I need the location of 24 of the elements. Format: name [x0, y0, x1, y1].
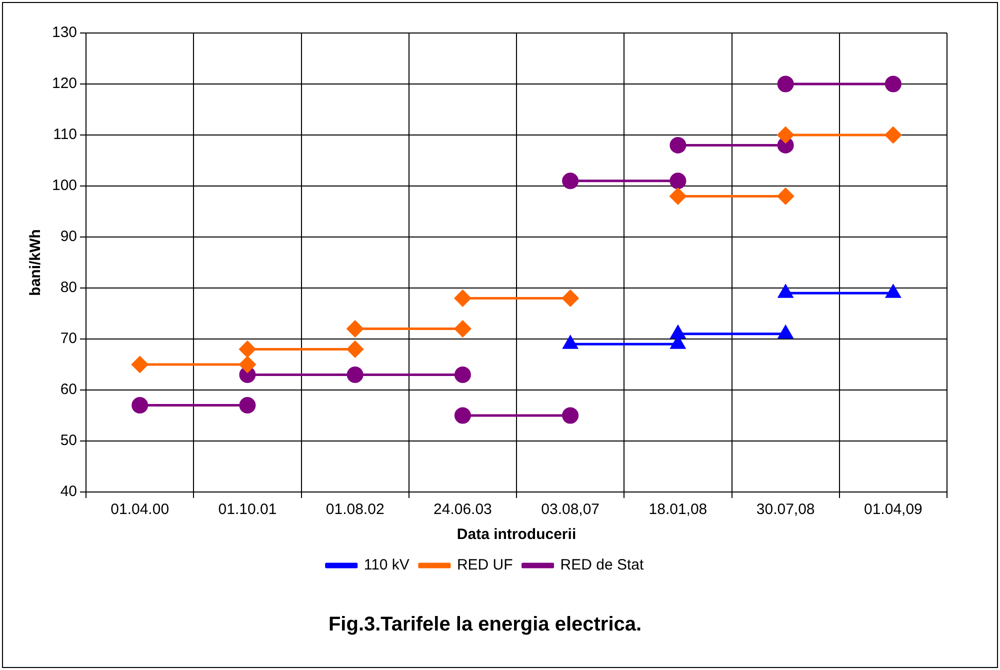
x-tick-label: 01.10.01	[218, 501, 277, 518]
legend-label: 110 kV	[364, 556, 410, 574]
x-tick-label: 18.01,08	[648, 501, 708, 518]
y-axis-title: bani/kWh	[27, 229, 44, 296]
y-tick-label: 100	[52, 177, 78, 194]
x-tick-label: 01.04.00	[110, 501, 170, 518]
x-tick-label: 03.08,07	[541, 501, 600, 518]
legend-label: RED UF	[456, 556, 513, 574]
y-tick-label: 60	[60, 381, 78, 398]
y-tick-label: 50	[60, 432, 78, 450]
y-tick-label: 110	[53, 126, 78, 144]
x-tick-label: 24.06.03	[434, 501, 492, 518]
x-axis-title: Data introducerii	[456, 526, 576, 544]
text: Fig.3.Tarifele la energia electrica.	[328, 614, 642, 636]
y-tick-label: 120	[52, 75, 78, 92]
y-tick-label: 90	[60, 228, 78, 246]
y-tick-label: 80	[60, 279, 78, 296]
y-tick-label: 70	[60, 330, 78, 348]
y-tick-label: 40	[60, 483, 78, 500]
x-tick-label: 30.07,08	[756, 501, 815, 518]
legend-label: RED de Stat	[560, 556, 644, 574]
y-tick-label: 130	[52, 24, 78, 42]
x-tick-label: 01.04,09	[864, 501, 922, 518]
x-tick-label: 01.08.02	[326, 501, 384, 518]
